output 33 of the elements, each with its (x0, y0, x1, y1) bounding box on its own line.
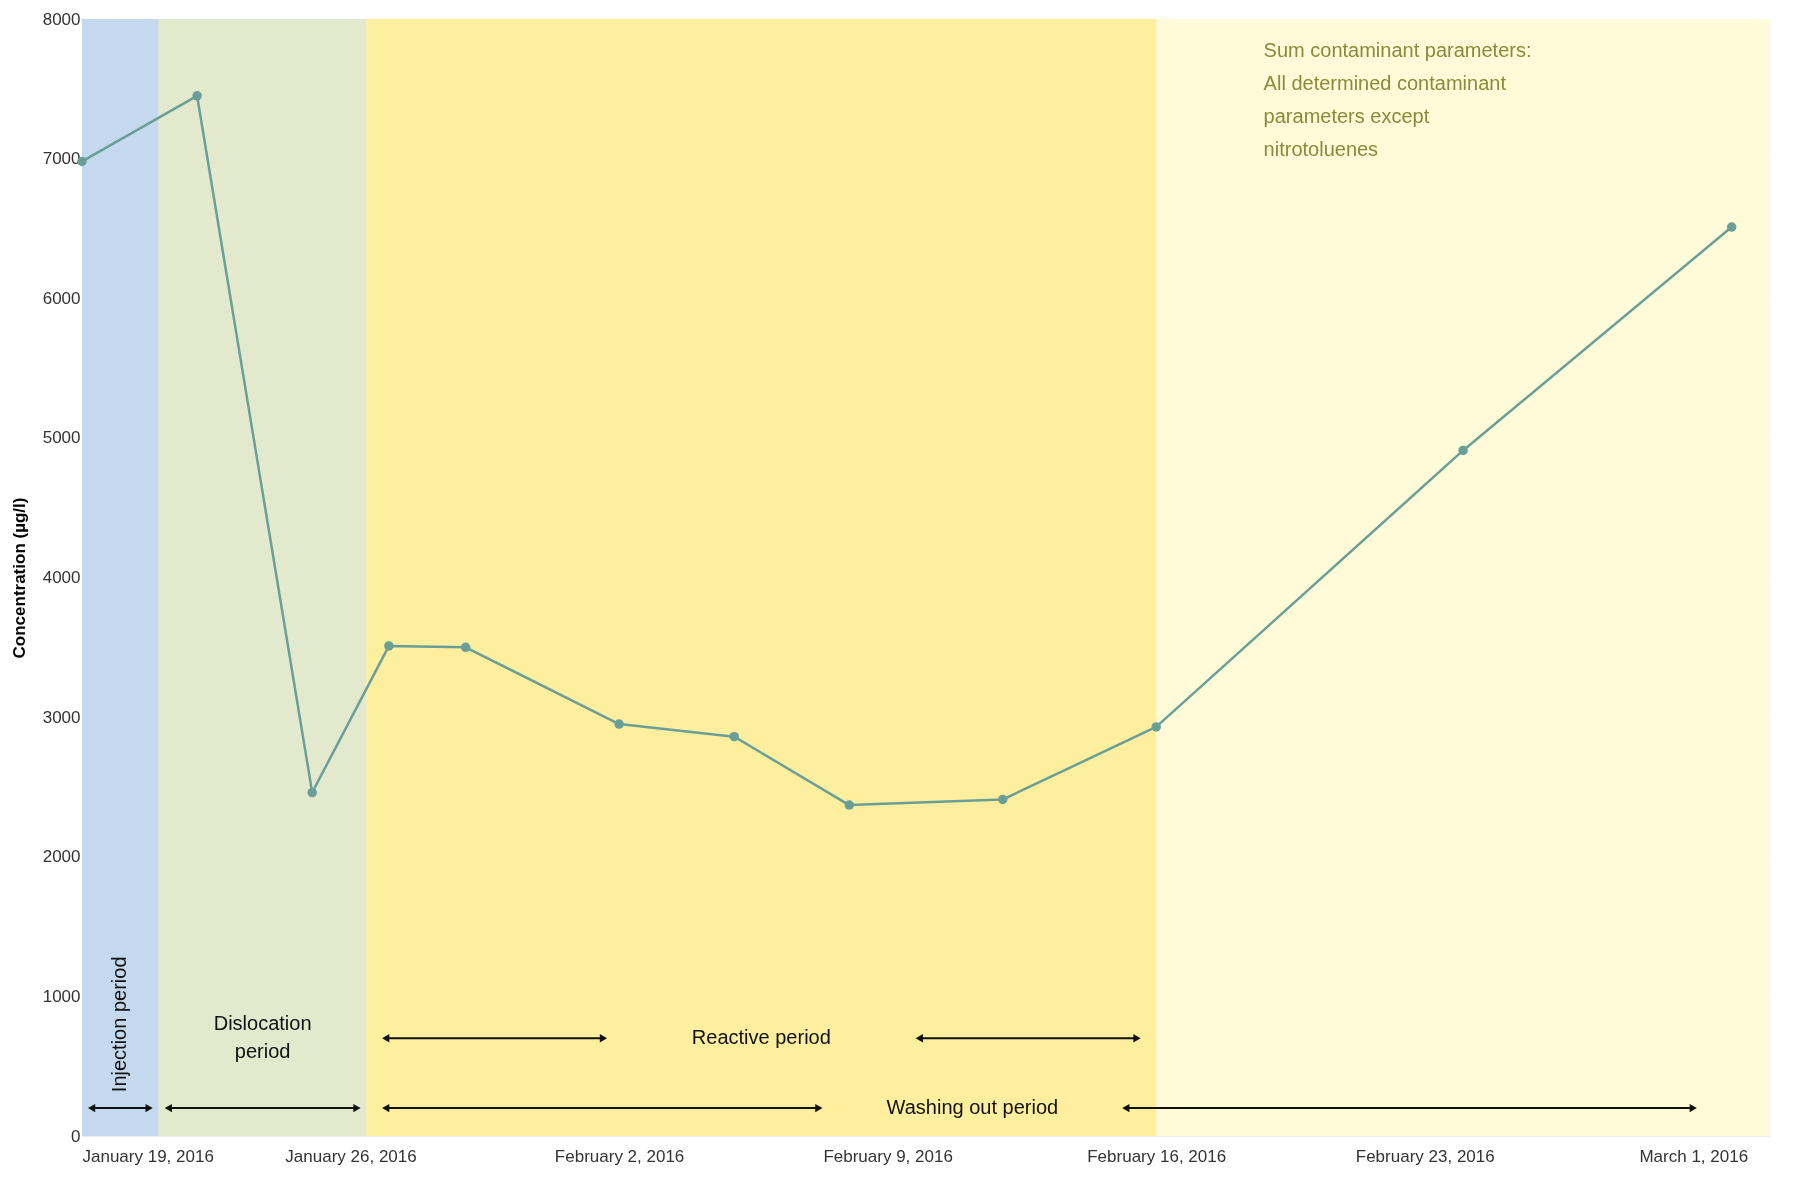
band-label: Washing out period (886, 1096, 1059, 1119)
point (729, 731, 739, 742)
x-tick-label: February 2, 2016 (554, 1146, 685, 1166)
band-label: Dislocation period (213, 1012, 312, 1063)
y-tick-label: 8000 (42, 9, 81, 29)
x-tick-label: March 1, 2016 (1639, 1146, 1749, 1166)
point (384, 641, 394, 651)
point (460, 642, 471, 653)
y-tick-label: 1000 (42, 986, 81, 1006)
x-tick-label: February 16, 2016 (1087, 1146, 1227, 1166)
y-tick-label: 2000 (42, 847, 81, 867)
y-tick-label: 5000 (42, 428, 81, 448)
point (614, 719, 624, 729)
point (1726, 222, 1737, 232)
y-tick-label: 6000 (42, 288, 81, 308)
band-label: Injection period (108, 956, 131, 1093)
x-tick-label: February 9, 2016 (823, 1146, 953, 1166)
annotation: Sum contaminant parameters: All determined contaminant parameters except nitrotoluenes (1263, 39, 1532, 161)
point (844, 800, 855, 810)
y-axis-title: Concentration (µg/l) (9, 497, 29, 659)
point (1458, 445, 1468, 456)
point (997, 794, 1008, 805)
point (1151, 722, 1161, 732)
x-tick-label: January 26, 2016 (285, 1146, 417, 1166)
point (192, 91, 202, 101)
y-tick-label: 3000 (42, 707, 81, 727)
point (307, 787, 317, 798)
band-label: Reactive period (691, 1026, 831, 1049)
y-tick-label: 0 (71, 1126, 81, 1146)
x-tick-label: February 23, 2016 (1355, 1146, 1495, 1166)
y-tick-label: 7000 (42, 149, 81, 169)
x-tick-label: January 19, 2016 (82, 1146, 214, 1166)
y-tick-label: 4000 (42, 568, 81, 587)
